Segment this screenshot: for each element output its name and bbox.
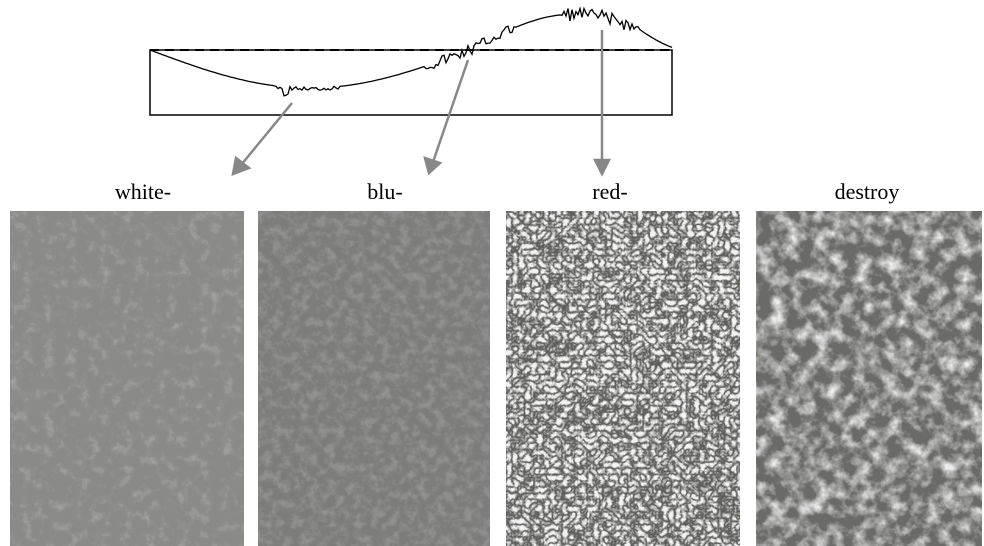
- profile-curve: [149, 6, 673, 97]
- label: white-: [115, 179, 171, 204]
- arrow: [240, 102, 293, 166]
- arrow: [431, 59, 470, 163]
- arrowhead: [423, 156, 443, 176]
- micrograph: [258, 211, 490, 546]
- micrograph: [756, 211, 982, 546]
- arrowhead: [231, 155, 252, 176]
- arrows: [231, 30, 612, 177]
- arrowhead: [592, 158, 612, 177]
- label: red-: [592, 179, 627, 204]
- micrograph: [10, 211, 244, 546]
- label: destroy: [835, 179, 900, 204]
- label: blu-: [367, 179, 402, 204]
- profile-box: [149, 49, 673, 116]
- micrograph: [506, 211, 740, 546]
